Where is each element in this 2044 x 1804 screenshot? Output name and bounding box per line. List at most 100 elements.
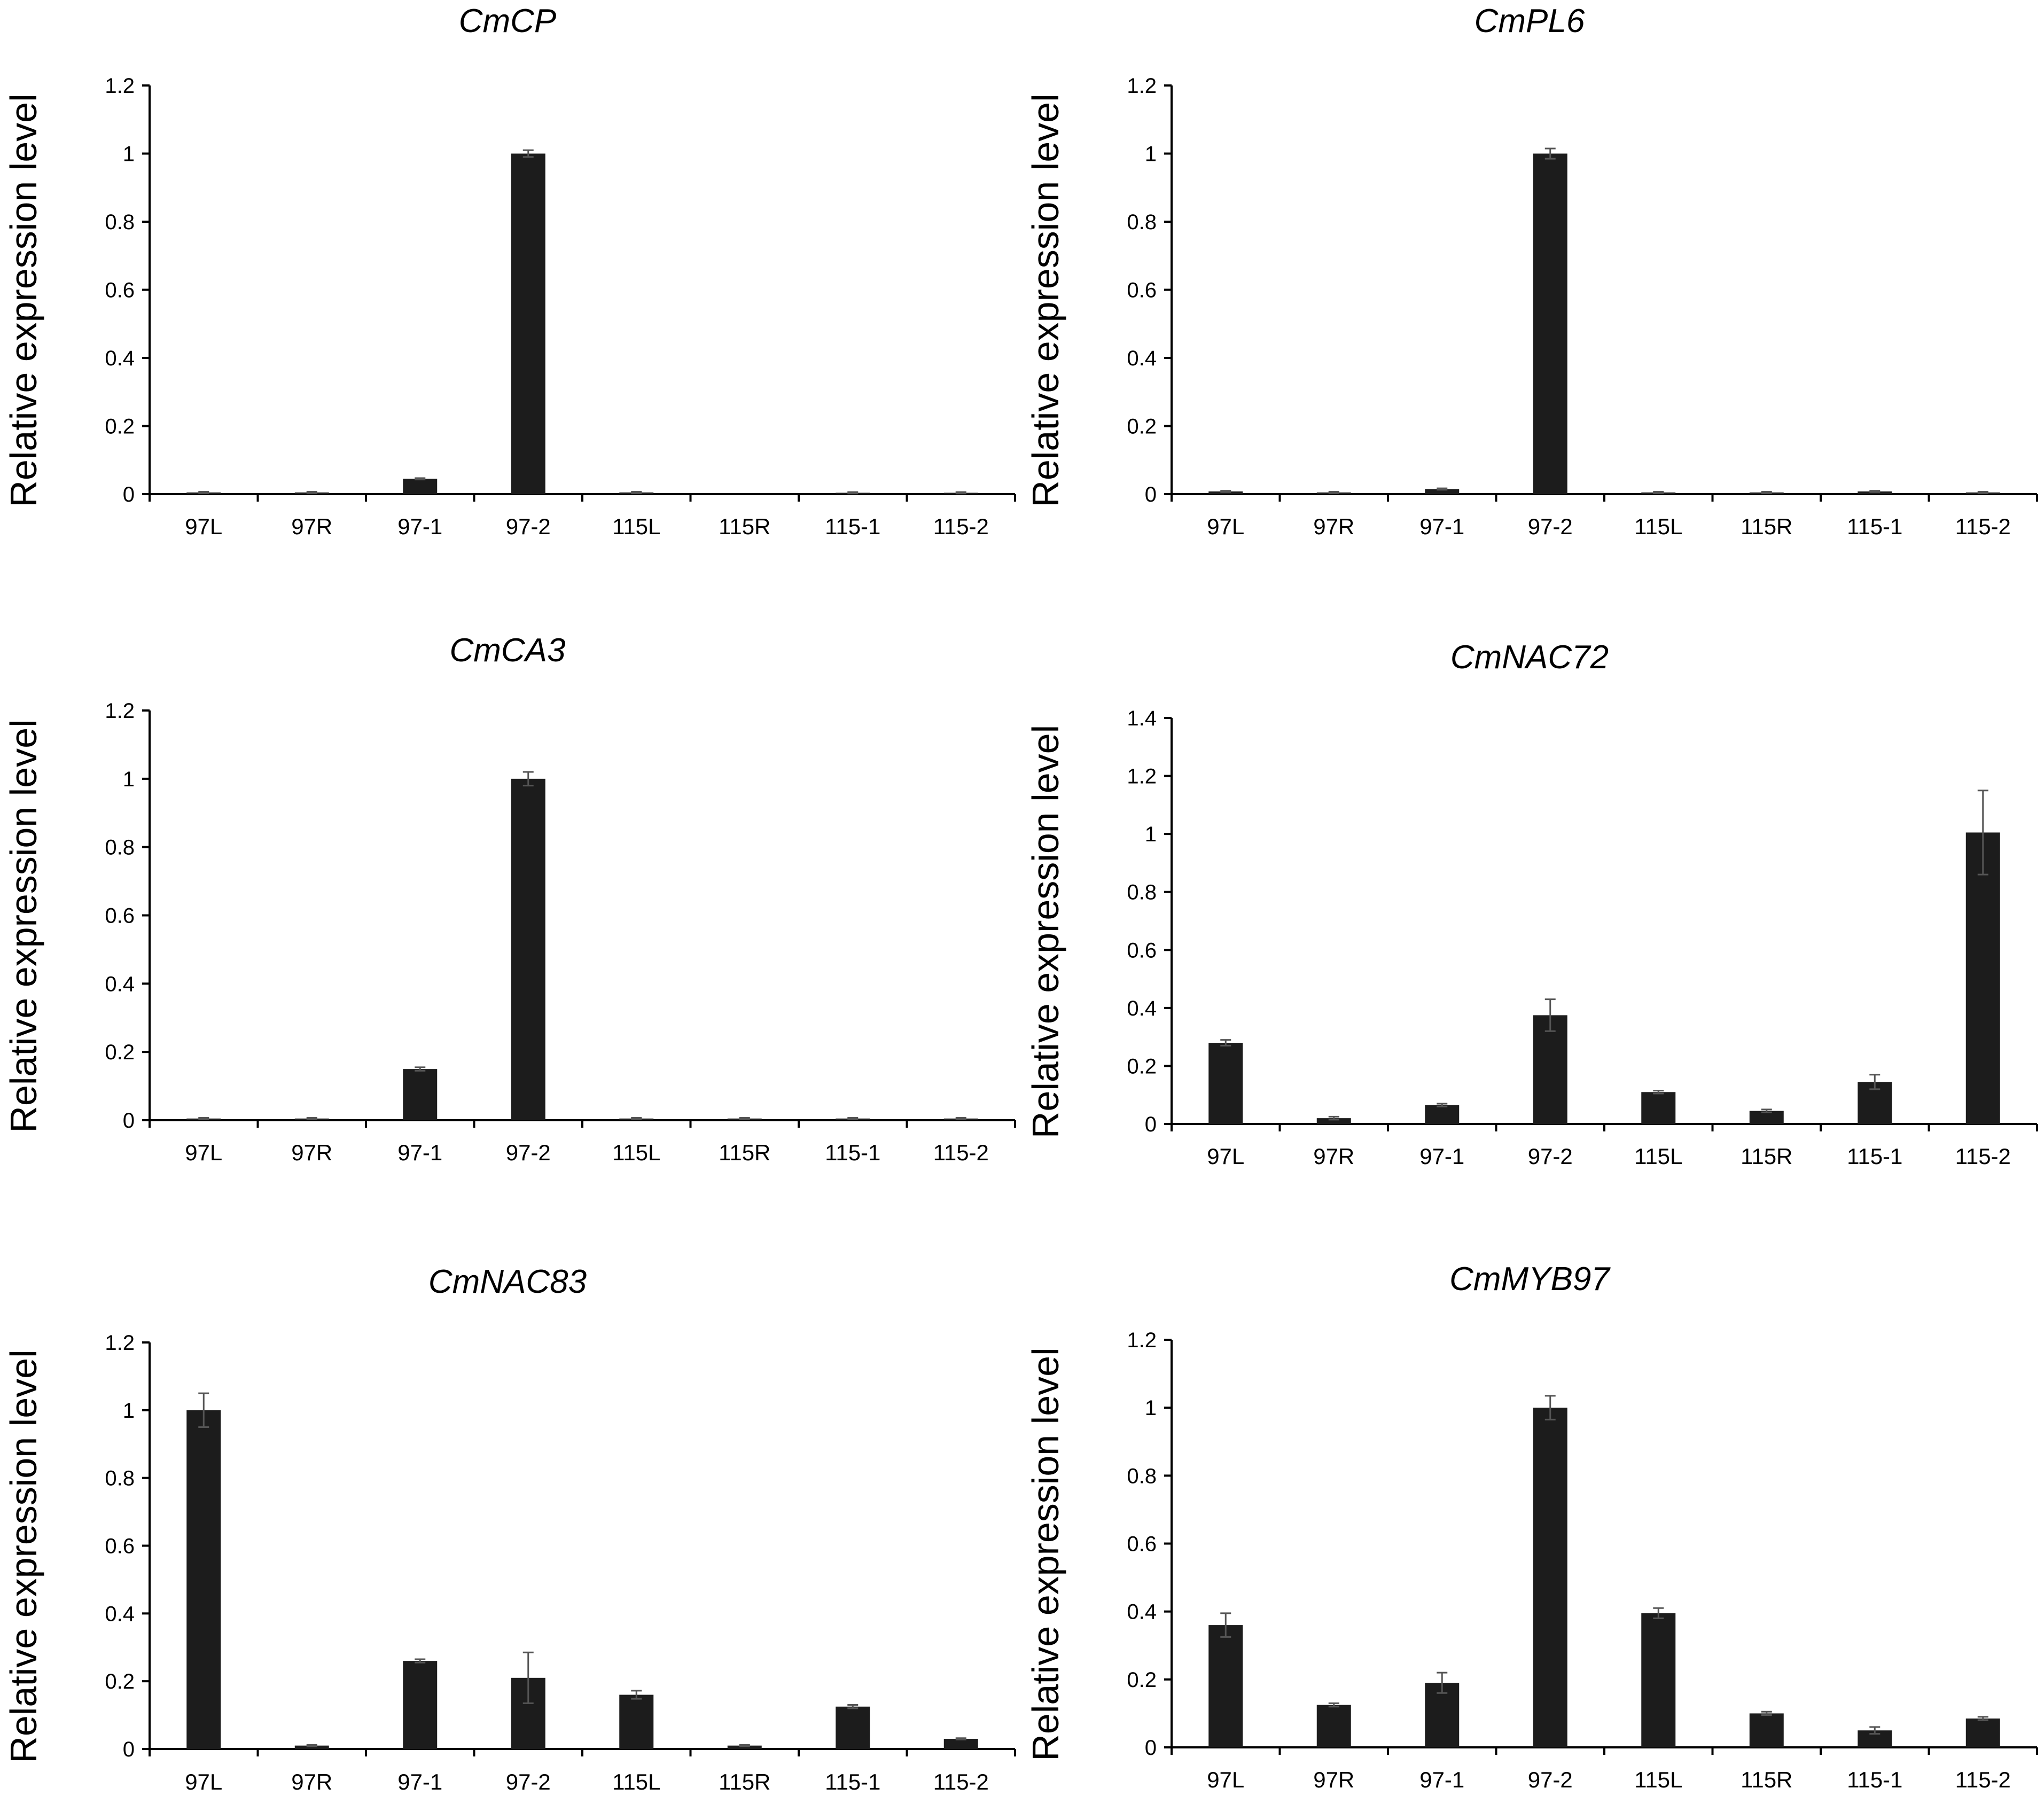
x-tick-label: 115R (719, 514, 770, 539)
y-axis-label: Relative expression level (3, 1349, 44, 1763)
x-tick-label: 97L (185, 1140, 222, 1165)
y-tick-label: 0 (123, 1738, 135, 1761)
x-tick-label: 97L (1207, 514, 1244, 539)
y-tick-label: 0.8 (105, 210, 135, 234)
x-tick-label: 97R (291, 1769, 332, 1794)
y-tick-label: 0.2 (1127, 1668, 1157, 1692)
bar-97-2 (511, 153, 545, 494)
y-axis-label: Relative expression level (1025, 1347, 1066, 1761)
y-tick-label: 0.8 (105, 836, 135, 860)
chart-svg-cmcp: CmCP Relative expression level 0 0.2 0.4 0.6 0… (3, 3, 1016, 539)
y-axis-label: Relative expression level (1025, 93, 1066, 507)
y-axis-label: Relative expression level (3, 93, 44, 507)
chart-title: CmCA3 (449, 632, 565, 669)
y-tick-label: 0 (123, 1109, 135, 1133)
x-tick-label: 115-1 (1847, 1767, 1902, 1792)
chart-svg-cmca3: CmCA3 Relative expression level 0 0.2 0.4 0.6… (3, 632, 1016, 1165)
x-tick-label: 115R (1741, 1144, 1792, 1169)
bar-97L (1208, 1625, 1243, 1747)
x-tick-label: 115-1 (1847, 1144, 1902, 1169)
bar-97R (294, 1745, 329, 1749)
chart-svg-cmpl6: CmPL6 Relative expression level 0 0.2 0.4 0.6… (1025, 3, 2038, 539)
x-tick-label: 115L (1634, 1144, 1682, 1169)
bar-115-2 (1965, 1718, 2000, 1747)
chart-panel-cmnac83: CmNAC83 Relative expression level 0 0.2 0.4 0… (0, 1203, 1022, 1804)
y-tick-label: 0.4 (1127, 347, 1157, 370)
chart-svg-cmmyb97: CmMYB97 Relative expression level 0 0.2 0.4 0… (1025, 1261, 2038, 1792)
bar-97R (1316, 1118, 1351, 1124)
x-tick-label: 115-1 (825, 514, 880, 539)
x-tick-label: 115L (612, 514, 660, 539)
x-tick-label: 115L (1634, 1767, 1682, 1792)
chart-svg-cmnac72: CmNAC72 Relative expression level 0 0.2 0.4 0… (1025, 639, 2038, 1169)
x-tick-label: 97-1 (397, 1140, 442, 1165)
x-tick-label: 97-2 (1528, 1144, 1573, 1169)
y-tick-label: 1 (1145, 1396, 1157, 1420)
y-tick-label: 1 (123, 143, 135, 166)
bar-97-2 (1533, 153, 1567, 494)
bar-97-1 (403, 1069, 438, 1120)
bar-97L (186, 1410, 221, 1749)
x-tick-label: 115-1 (825, 1140, 880, 1165)
x-tick-label: 97L (185, 1769, 222, 1794)
chart-title: CmCP (459, 3, 557, 40)
x-tick-label: 115-2 (1955, 1767, 2011, 1792)
x-tick-label: 97R (291, 1140, 332, 1165)
bar-97-1 (403, 479, 438, 494)
x-tick-label: 115R (719, 1140, 770, 1165)
x-tick-label: 115L (1634, 514, 1682, 539)
x-tick-label: 115-2 (1955, 514, 2011, 539)
bar-115-1 (836, 1706, 870, 1749)
y-tick-label: 0.4 (105, 972, 135, 996)
y-tick-label: 0.4 (105, 347, 135, 370)
chart-panel-cmpl6: CmPL6 Relative expression level 0 0.2 0.4 0.6… (1022, 0, 2044, 602)
x-tick-label: 115R (1741, 1767, 1792, 1792)
y-tick-label: 0 (1145, 1113, 1157, 1136)
x-tick-label: 115R (719, 1769, 770, 1794)
y-tick-label: 0.4 (1127, 1600, 1157, 1624)
y-tick-label: 1.2 (1127, 765, 1157, 788)
chart-title: CmMYB97 (1449, 1261, 1611, 1298)
y-tick-label: 0.2 (1127, 415, 1157, 439)
x-tick-label: 97-2 (1528, 1767, 1573, 1792)
chart-panel-cmcp: CmCP Relative expression level 0 0.2 0.4 0.6 0… (0, 0, 1022, 602)
x-tick-label: 97-2 (506, 514, 551, 539)
bar-97-2 (1533, 1408, 1567, 1747)
x-tick-label: 97R (1313, 1144, 1354, 1169)
y-tick-label: 0.8 (105, 1467, 135, 1490)
y-tick-label: 0 (1145, 1736, 1157, 1760)
x-tick-label: 97-2 (506, 1140, 551, 1165)
y-tick-label: 0.2 (105, 1041, 135, 1064)
bar-115L (1641, 1092, 1676, 1124)
bar-97-1 (1425, 1105, 1460, 1124)
x-tick-label: 115L (612, 1769, 660, 1794)
chart-title: CmNAC83 (428, 1263, 587, 1300)
y-tick-label: 0.4 (1127, 997, 1157, 1020)
x-tick-label: 115-2 (933, 1769, 989, 1794)
bar-97-2 (511, 778, 545, 1120)
x-tick-label: 97-2 (1528, 514, 1573, 539)
y-tick-label: 1.4 (1127, 707, 1157, 730)
x-tick-label: 115-1 (825, 1769, 880, 1794)
x-tick-label: 97L (1207, 1767, 1244, 1792)
x-tick-label: 97-1 (397, 1769, 442, 1794)
y-tick-label: 0 (123, 483, 135, 506)
x-tick-label: 97L (185, 514, 222, 539)
bar-115L (1641, 1613, 1676, 1747)
x-tick-label: 115-1 (1847, 514, 1902, 539)
bar-115L (619, 1694, 654, 1749)
bar-115-2 (1965, 832, 2000, 1124)
x-tick-label: 97-1 (1419, 1767, 1464, 1792)
y-axis-label: Relative expression level (3, 719, 44, 1133)
x-tick-label: 97R (1313, 514, 1354, 539)
bar-97-1 (1425, 489, 1460, 494)
y-tick-label: 0.8 (1127, 210, 1157, 234)
y-tick-label: 1.2 (105, 74, 135, 98)
bar-97R (1316, 1705, 1351, 1747)
y-tick-label: 0.6 (1127, 1533, 1157, 1556)
y-tick-label: 1.2 (105, 1331, 135, 1355)
x-tick-label: 97-2 (506, 1769, 551, 1794)
x-tick-label: 115-2 (1955, 1144, 2011, 1169)
x-tick-label: 97-1 (397, 514, 442, 539)
y-tick-label: 1 (1145, 823, 1157, 846)
